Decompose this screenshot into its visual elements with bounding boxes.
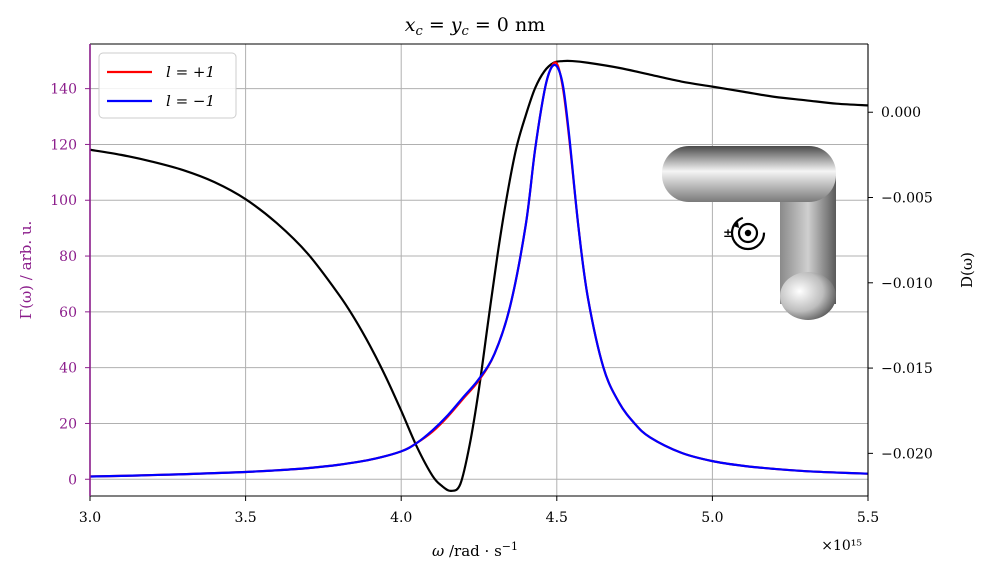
y-left-axis-ticks: 0 20 40 60 80 100 120 140 (50, 82, 90, 488)
legend-label-l-minus-1: l = −1 (166, 92, 215, 110)
x-axis-ticks: 3.0 3.5 4.0 4.5 5.0 5.5 (79, 496, 879, 526)
y-left-tick-label-2: 40 (59, 361, 77, 377)
x-tick-label-3: 4.5 (546, 510, 568, 526)
x-tick-label-0: 3.0 (79, 510, 101, 526)
x-axis-label: ω /rad · s−1 (432, 540, 518, 560)
series-line-l-minus-1 (90, 63, 868, 478)
plot-frame (89, 43, 869, 497)
y-right-tick-label-3: −0.015 (881, 361, 933, 377)
y-right-axis-label: D(ω) (958, 252, 976, 288)
l-shaped-rod-inset-illustration (662, 146, 836, 320)
x-tick-label-2: 4.0 (390, 510, 412, 526)
y-right-tick-label-4: −0.020 (881, 446, 933, 462)
y-left-tick-label-6: 120 (50, 137, 77, 153)
y-left-tick-label-5: 100 (50, 193, 77, 209)
y-left-tick-label-3: 60 (59, 305, 77, 321)
vortex-source-icon: ± (723, 215, 766, 251)
series-line-d-omega (90, 59, 868, 492)
chart-title: xc = yc = 0 nm (405, 14, 545, 39)
y-right-axis-ticks: 0.000 −0.005 −0.010 −0.015 −0.020 (868, 105, 933, 462)
y-right-tick-label-1: −0.005 (881, 191, 933, 207)
y-left-tick-label-7: 140 (50, 82, 77, 98)
x-tick-label-1: 3.5 (234, 510, 256, 526)
y-left-tick-label-0: 0 (68, 472, 77, 488)
y-right-tick-label-0: 0.000 (881, 105, 921, 121)
series-line-l-plus-1 (90, 61, 868, 478)
y-left-tick-label-1: 20 (59, 416, 77, 432)
legend: l = +1 l = −1 (98, 52, 237, 119)
x-axis-multiplier: ×10¹⁵ (821, 538, 862, 554)
x-tick-label-4: 5.0 (701, 510, 723, 526)
y-right-tick-label-2: −0.010 (881, 276, 933, 292)
y-left-axis-label: Γ(ω) / arb. u. (17, 221, 35, 320)
legend-label-l-plus-1: l = +1 (166, 63, 215, 81)
y-left-tick-label-4: 80 (59, 249, 77, 265)
svg-text:±: ± (723, 226, 733, 240)
x-tick-label-5: 5.5 (857, 510, 879, 526)
